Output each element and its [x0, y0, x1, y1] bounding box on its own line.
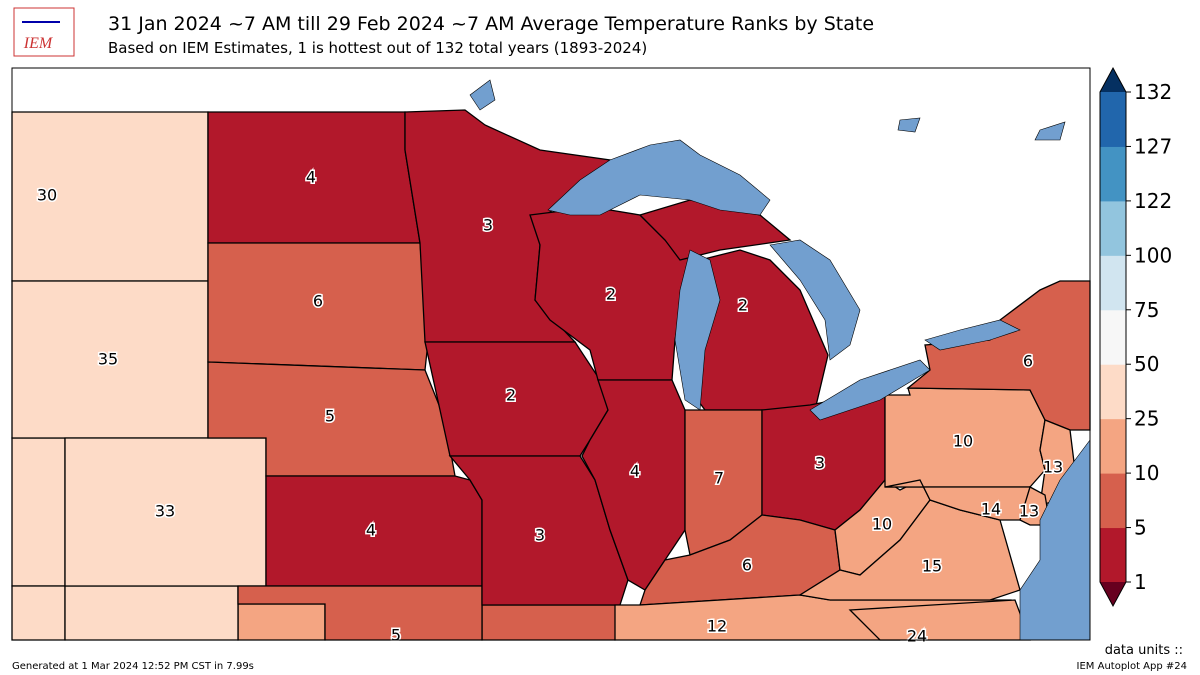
- state: [424, 341, 609, 457]
- colorbar: 1 5 10 25 50 75 100 122 127 132: [1099, 66, 1172, 608]
- rank-label: 6: [1023, 352, 1033, 371]
- rank-label: 30: [37, 186, 57, 205]
- logo: IEM: [13, 7, 75, 57]
- rank-label: 35: [98, 350, 118, 369]
- rank-label: 3: [483, 216, 493, 235]
- rank-label: 24: [907, 627, 927, 646]
- state: [529, 209, 691, 381]
- colorbar-tick-label: 100: [1134, 243, 1172, 267]
- lake: [897, 117, 921, 133]
- state-arkansas: [481, 604, 621, 641]
- lake-ontario: [924, 319, 1021, 351]
- map: 30 35 33 4 6 5 4 5 3 2 3 2 4 2 7 3 6 12 …: [11, 67, 1091, 647]
- rank-label: 4: [366, 521, 376, 540]
- colorbar-tick-label: 75: [1134, 298, 1159, 322]
- colorbar-tick-label: 127: [1134, 134, 1172, 158]
- lake-huron: [769, 239, 861, 361]
- colorbar-segment: [1100, 92, 1126, 147]
- colorbar-segment: [1100, 364, 1126, 420]
- colorbar-tick-label: 1: [1134, 570, 1147, 594]
- state-texas: [237, 603, 326, 641]
- units: data units ::: [1105, 643, 1183, 658]
- state: [207, 242, 429, 371]
- lake-superior: [547, 139, 771, 216]
- colorbar-segment: [1100, 255, 1126, 311]
- rank-label: 2: [606, 285, 616, 304]
- rank-label: 4: [306, 168, 316, 187]
- subtitle: Based on IEM Estimates, 1 is hottest out…: [108, 39, 647, 57]
- rank-label: 15: [922, 557, 942, 576]
- colorbar-tick-label: 25: [1134, 407, 1159, 431]
- rank-label: 5: [391, 626, 401, 645]
- rank-label: 10: [953, 432, 973, 451]
- colorbar-tick-label: 10: [1134, 461, 1159, 485]
- colorbar-segment: [1100, 527, 1126, 583]
- rank-label: 3: [535, 526, 545, 545]
- state-arizona: [11, 585, 66, 641]
- colorbar-segment: [1100, 418, 1126, 474]
- colorbar-tick-label: 122: [1134, 189, 1172, 213]
- logo-text: IEM: [23, 35, 54, 52]
- rank-label: 7: [714, 469, 724, 488]
- lake-michigan: [674, 249, 721, 411]
- rank-label: 3: [815, 454, 825, 473]
- colorbar-segment: [1100, 473, 1126, 529]
- rank-label: 13: [1019, 502, 1039, 521]
- state-utah: [11, 437, 66, 587]
- state: [448, 455, 629, 606]
- rank-label: 6: [742, 556, 752, 575]
- labels: 30 35 33 4 6 5 4 5 3 2 3 2 4 2 7 3 6 12 …: [35, 166, 1064, 647]
- rank-label: 14: [981, 500, 1001, 519]
- colorbar-under: [1100, 582, 1126, 606]
- rank-label: 2: [506, 386, 516, 405]
- colorbar-tick-label: 5: [1134, 516, 1147, 540]
- colorbar-segment: [1100, 200, 1126, 256]
- lake: [469, 79, 496, 111]
- state-new-mexico: [64, 585, 239, 641]
- rank-label: 6: [313, 292, 323, 311]
- colorbar-over: [1100, 68, 1126, 92]
- rank-label: 2: [738, 296, 748, 315]
- colorbar-segment: [1100, 146, 1126, 202]
- colorbar-tick-label: 132: [1134, 80, 1172, 104]
- rank-label: 10: [872, 515, 892, 534]
- rank-label: 33: [155, 502, 175, 521]
- lake: [1034, 121, 1066, 141]
- colorbar-segment: [1100, 309, 1126, 365]
- colorbar-tick-label: 50: [1134, 352, 1159, 376]
- rank-label: 5: [325, 407, 335, 426]
- rank-label: 12: [707, 617, 727, 636]
- map-frame: [11, 67, 1091, 641]
- generated: Generated at 1 Mar 2024 12:52 PM CST in …: [12, 661, 254, 672]
- lake-erie: [809, 359, 931, 421]
- water: [469, 79, 1091, 641]
- logo-frame: [13, 7, 75, 57]
- app-name: IEM Autoplot App #24: [1077, 661, 1187, 672]
- rank-label: 13: [1043, 458, 1063, 477]
- title: 31 Jan 2024 ~7 AM till 29 Feb 2024 ~7 AM…: [108, 13, 874, 35]
- rank-label: 4: [630, 462, 640, 481]
